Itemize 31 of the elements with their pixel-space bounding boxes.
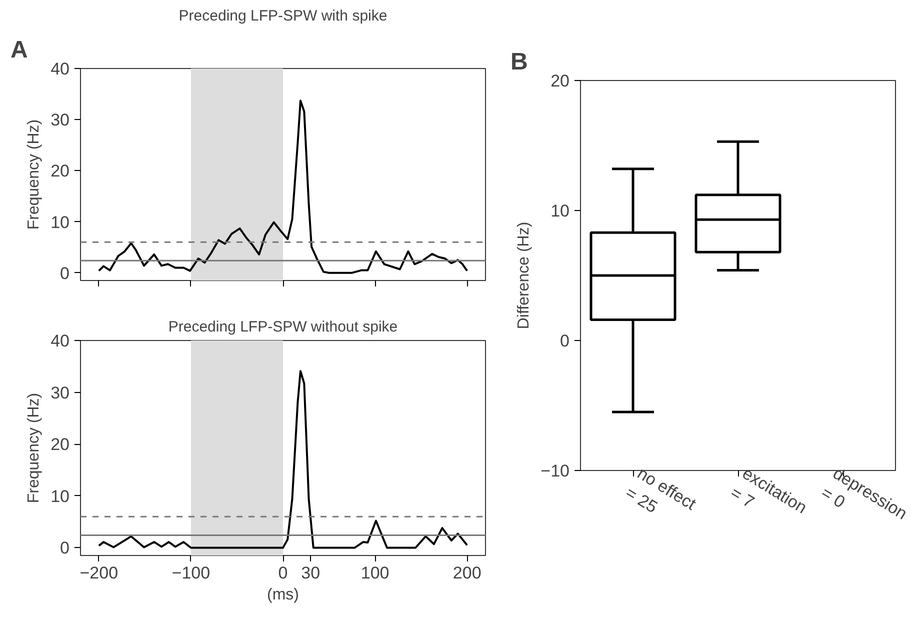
y-tick-label: 10 bbox=[50, 212, 70, 232]
line-series bbox=[98, 100, 468, 274]
y-axis-title: Difference (Hz) bbox=[516, 222, 533, 330]
text: B bbox=[510, 48, 528, 76]
line-series bbox=[98, 370, 468, 549]
x-axis-title: (ms) bbox=[267, 586, 299, 604]
y-tick-label: 10 bbox=[550, 202, 570, 220]
y-axis-title: Frequency (Hz) bbox=[26, 392, 43, 504]
x-tick-label: 30 bbox=[301, 564, 320, 582]
text: A bbox=[10, 36, 28, 64]
y-tick-label: −10 bbox=[540, 462, 570, 480]
y-axis-title: Frequency (Hz) bbox=[26, 119, 43, 230]
y-tick-label: 40 bbox=[50, 332, 70, 350]
x-tick-label: 200 bbox=[452, 564, 482, 582]
x-tick-label: 100 bbox=[360, 564, 390, 582]
y-tick-label: 30 bbox=[50, 110, 70, 130]
y-tick-label: 0 bbox=[60, 538, 70, 558]
y-tick-label: 0 bbox=[60, 264, 70, 283]
x-tick-label: 0 bbox=[278, 564, 288, 582]
y-tick-label: 20 bbox=[50, 435, 70, 454]
y-tick-label: 10 bbox=[50, 486, 70, 506]
y-tick-label: 20 bbox=[550, 72, 570, 90]
x-tick-label: −100 bbox=[172, 564, 210, 582]
chart-title: Preceding LFP-SPW without spike bbox=[168, 318, 398, 336]
x-tick-label: −200 bbox=[80, 564, 118, 582]
chart-title: Preceding LFP-SPW with spike bbox=[178, 8, 388, 24]
y-tick-label: 40 bbox=[50, 60, 70, 78]
y-tick-label: 0 bbox=[560, 332, 570, 350]
y-tick-label: 20 bbox=[50, 162, 70, 181]
y-tick-label: 30 bbox=[50, 383, 70, 402]
x-tick-label: no effect = 25 bbox=[622, 464, 700, 517]
